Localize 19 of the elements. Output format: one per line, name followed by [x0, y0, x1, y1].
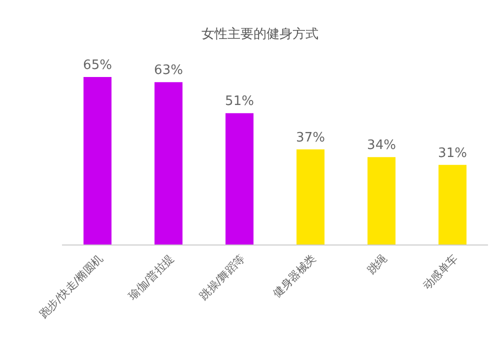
- x-tick-label: 动感单车: [420, 252, 461, 292]
- data-label: 63%: [154, 63, 183, 78]
- x-tick-label: 跳绳: [364, 252, 390, 277]
- data-label: 51%: [225, 94, 254, 110]
- x-tick-label: 跳操/舞蹈等: [196, 252, 248, 303]
- bar: [368, 157, 396, 245]
- bar: [154, 82, 182, 245]
- bar: [84, 77, 112, 245]
- data-label: 31%: [438, 146, 467, 161]
- x-tick-label: 瑜伽/普拉提: [126, 252, 177, 303]
- x-tick-label: 健身器械类: [270, 252, 319, 300]
- bar: [296, 149, 324, 245]
- data-label: 37%: [296, 130, 325, 146]
- data-label: 34%: [367, 138, 396, 154]
- bar: [226, 113, 254, 245]
- x-tick-label: 跑步/快走/椭圆机: [36, 252, 106, 321]
- chart-title: 女性主要的健身方式: [202, 26, 318, 42]
- bar: [438, 164, 466, 245]
- data-label: 65%: [83, 58, 112, 73]
